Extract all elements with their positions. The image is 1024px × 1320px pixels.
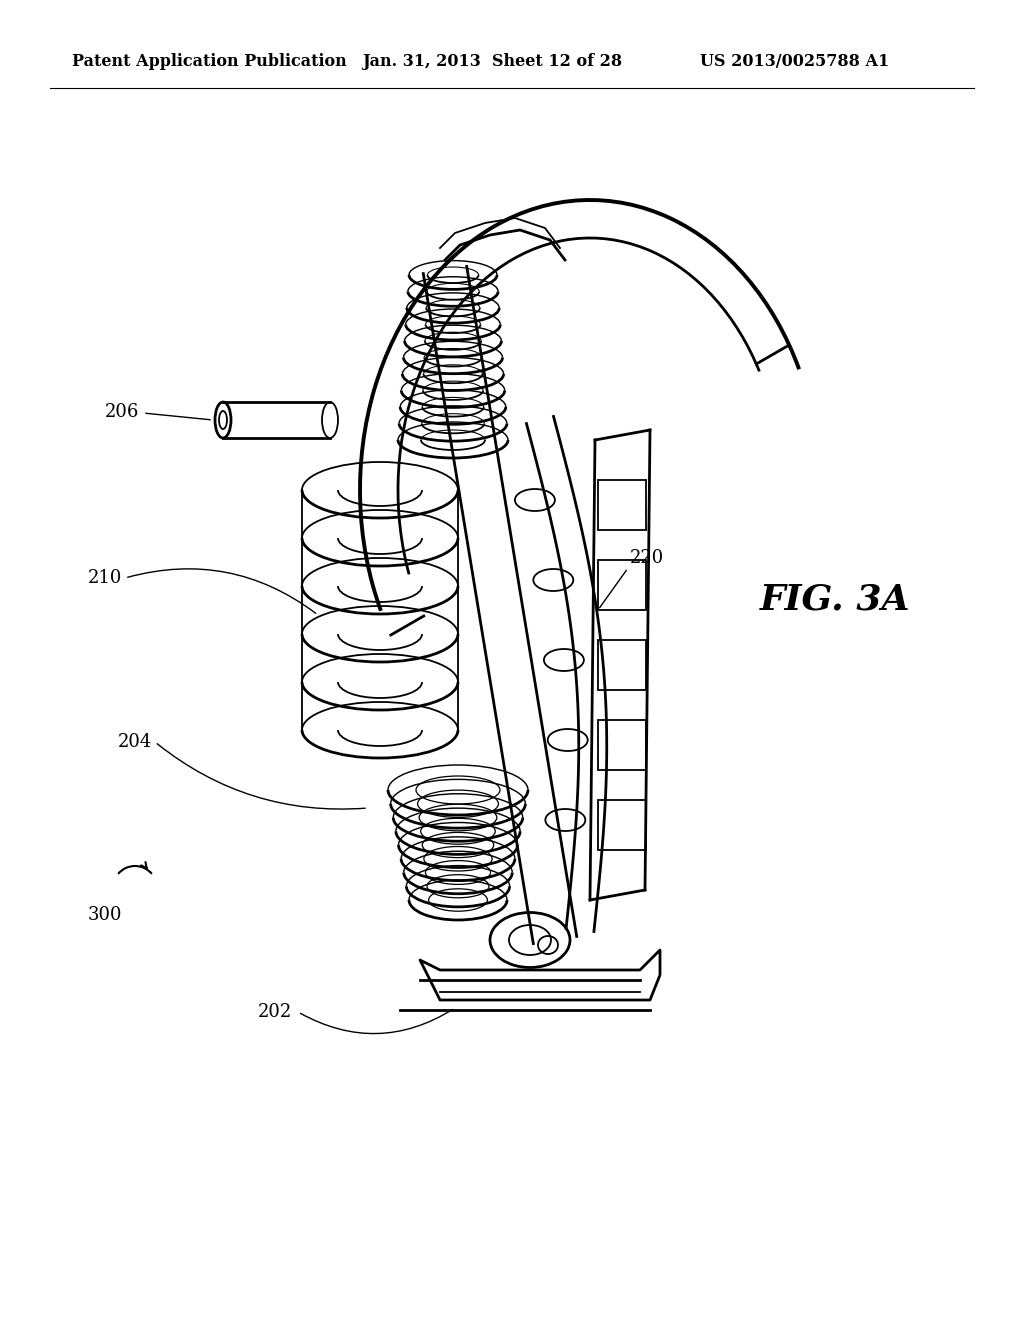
FancyBboxPatch shape (598, 800, 646, 850)
FancyBboxPatch shape (598, 480, 646, 531)
FancyBboxPatch shape (598, 719, 646, 770)
Text: 202: 202 (258, 1003, 292, 1020)
FancyBboxPatch shape (598, 640, 646, 690)
Text: US 2013/0025788 A1: US 2013/0025788 A1 (700, 54, 889, 70)
Ellipse shape (215, 403, 231, 438)
Text: 206: 206 (105, 403, 139, 421)
Text: 204: 204 (118, 733, 153, 751)
Ellipse shape (322, 403, 338, 438)
FancyBboxPatch shape (598, 560, 646, 610)
Text: 300: 300 (88, 906, 123, 924)
Ellipse shape (219, 411, 227, 429)
Text: Patent Application Publication: Patent Application Publication (72, 54, 347, 70)
Text: 220: 220 (630, 549, 665, 568)
Text: Jan. 31, 2013  Sheet 12 of 28: Jan. 31, 2013 Sheet 12 of 28 (362, 54, 623, 70)
Text: FIG. 3A: FIG. 3A (760, 583, 910, 616)
Text: 210: 210 (88, 569, 123, 587)
